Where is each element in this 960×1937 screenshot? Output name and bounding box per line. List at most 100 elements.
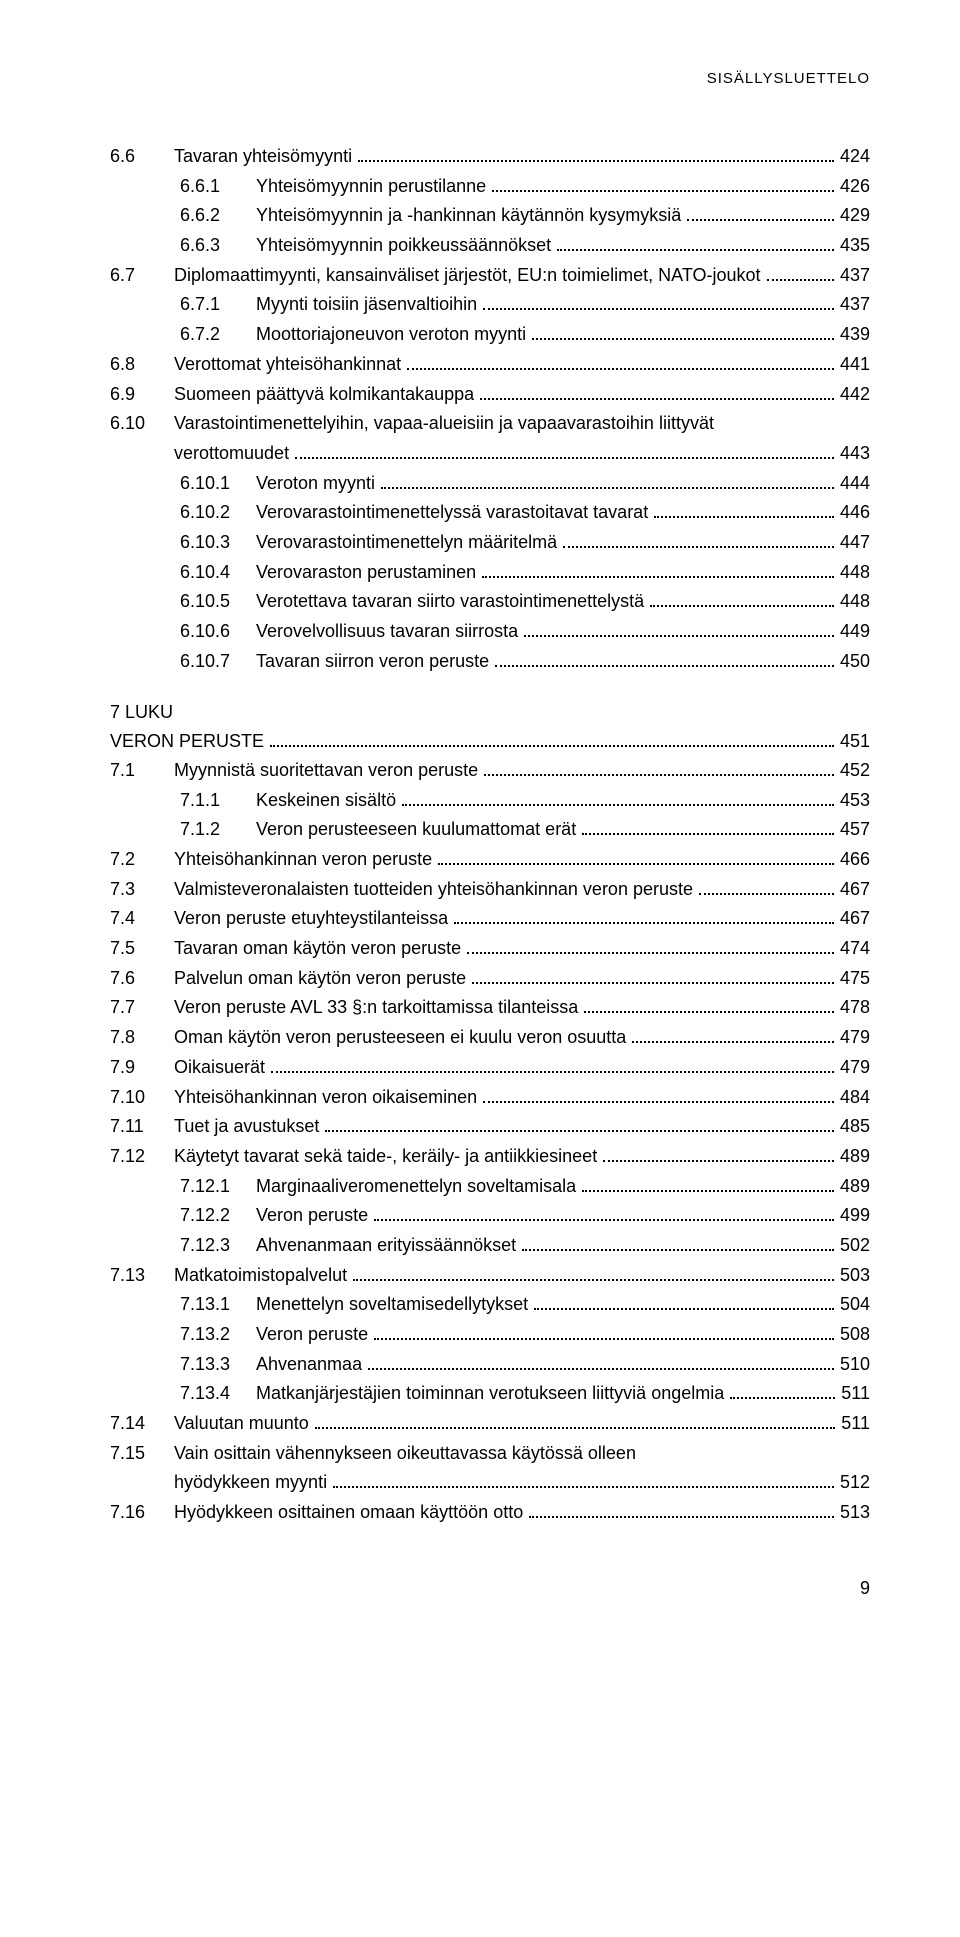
- toc-page-number: 444: [840, 469, 870, 499]
- toc-number: 7.7: [110, 993, 174, 1023]
- toc-number: 6.10.5: [180, 587, 256, 617]
- toc-entry: 7.1.1Keskeinen sisältö453: [110, 786, 870, 816]
- leader: [482, 559, 834, 577]
- toc-page-number: 447: [840, 528, 870, 558]
- toc-entry: 6.7.2Moottoriajoneuvon veroton myynti439: [110, 320, 870, 350]
- toc-entry: 7.13.4Matkanjärjestäjien toiminnan verot…: [110, 1379, 870, 1409]
- toc-title: Marginaaliveromenettelyn soveltamisala: [256, 1172, 576, 1202]
- toc-title: Tuet ja avustukset: [174, 1112, 319, 1142]
- leader: [699, 877, 834, 895]
- toc-number: 6.7.1: [180, 290, 256, 320]
- leader: [522, 1233, 834, 1251]
- toc-page-number: 513: [840, 1498, 870, 1528]
- toc-entry: 7.7Veron peruste AVL 33 §:n tarkoittamis…: [110, 993, 870, 1023]
- toc-title: Vain osittain vähennykseen oikeuttavassa…: [174, 1439, 636, 1469]
- toc-page-number: 502: [840, 1231, 870, 1261]
- toc-page-number: 511: [841, 1409, 870, 1439]
- toc-entry: 7.13.3Ahvenanmaa510: [110, 1350, 870, 1380]
- toc-page-number: 474: [840, 934, 870, 964]
- toc-page-number: 446: [840, 498, 870, 528]
- toc-title: Moottoriajoneuvon veroton myynti: [256, 320, 526, 350]
- toc-number: 6.6.1: [180, 172, 256, 202]
- toc-entry: 7.16Hyödykkeen osittainen omaan käyttöön…: [110, 1498, 870, 1528]
- toc-page-number: 504: [840, 1290, 870, 1320]
- toc-page-number: 467: [840, 904, 870, 934]
- toc-page-number: 452: [840, 756, 870, 786]
- toc-entry: 7.13.1Menettelyn soveltamisedellytykset 5…: [110, 1290, 870, 1320]
- toc-title: Yhteisömyynnin perustilanne: [256, 172, 486, 202]
- leader: [381, 470, 834, 488]
- toc-entry: 6.7Diplomaattimyynti, kansainväliset jär…: [110, 261, 870, 291]
- leader: [467, 936, 834, 954]
- toc-number: 7.13.3: [180, 1350, 256, 1380]
- leader: [603, 1144, 834, 1162]
- leader: [295, 441, 834, 459]
- toc-page-number: 437: [840, 261, 870, 291]
- toc-title: Verovaraston perustaminen: [256, 558, 476, 588]
- toc-entry: 7.14Valuutan muunto 511: [110, 1409, 870, 1439]
- toc-entry: 7.8Oman käytön veron perusteeseen ei kuu…: [110, 1023, 870, 1053]
- toc-title: Veron peruste: [256, 1201, 368, 1231]
- toc-title: Oikaisuerät: [174, 1053, 265, 1083]
- toc-entry: 7.6Palvelun oman käytön veron peruste 475: [110, 964, 870, 994]
- leader: [454, 906, 834, 924]
- toc-number: 7.5: [110, 934, 174, 964]
- leader: [492, 174, 834, 192]
- toc-title: Yhteisöhankinnan veron peruste: [174, 845, 432, 875]
- leader: [438, 847, 834, 865]
- toc-section-1: 6.6Tavaran yhteisömyynti4246.6.1Yhteisöm…: [110, 142, 870, 676]
- toc-number: 7.12.2: [180, 1201, 256, 1231]
- leader: [483, 292, 834, 310]
- toc-number: 7.13.2: [180, 1320, 256, 1350]
- toc-title: Valuutan muunto: [174, 1409, 309, 1439]
- toc-entry: 6.8Verottomat yhteisöhankinnat441: [110, 350, 870, 380]
- toc-title: Tavaran siirron veron peruste: [256, 647, 489, 677]
- toc-entry: 7.4Veron peruste etuyhteystilanteissa467: [110, 904, 870, 934]
- toc-title: Myynnistä suoritettavan veron peruste: [174, 756, 478, 786]
- toc-entry: 6.10Varastointimenettelyihin, vapaa-alue…: [110, 409, 870, 468]
- leader: [529, 1500, 834, 1518]
- toc-number: 7.8: [110, 1023, 174, 1053]
- toc-title: hyödykkeen myynti: [174, 1468, 327, 1498]
- toc-entry: 7.1Myynnistä suoritettavan veron peruste…: [110, 756, 870, 786]
- toc-page-number: 443: [840, 439, 870, 469]
- toc-title: Veroton myynti: [256, 469, 375, 499]
- toc-entry: 6.7.1Myynti toisiin jäsenvaltioihin437: [110, 290, 870, 320]
- toc-number: 6.10.7: [180, 647, 256, 677]
- toc-page-number: 457: [840, 815, 870, 845]
- toc-entry: 7.15Vain osittain vähennykseen oikeuttav…: [110, 1439, 870, 1498]
- toc-title: Myynti toisiin jäsenvaltioihin: [256, 290, 477, 320]
- toc-page-number: 429: [840, 201, 870, 231]
- toc-entry: 7.12.3Ahvenanmaan erityissäännökset502: [110, 1231, 870, 1261]
- toc-entry: 7.12Käytetyt tavarat sekä taide-, keräil…: [110, 1142, 870, 1172]
- toc-title: Menettelyn soveltamisedellytykset: [256, 1290, 528, 1320]
- toc-number: 6.8: [110, 350, 174, 380]
- toc-page-number: 467: [840, 875, 870, 905]
- toc-number: 7.13.1: [180, 1290, 256, 1320]
- toc-number: 7.14: [110, 1409, 174, 1439]
- toc-number: 6.6.2: [180, 201, 256, 231]
- toc-page-number: 489: [840, 1172, 870, 1202]
- toc-entry: 7.13.2Veron peruste508: [110, 1320, 870, 1350]
- toc-number: 7.6: [110, 964, 174, 994]
- toc-title: Varastointimenettelyihin, vapaa-alueisii…: [174, 409, 714, 439]
- leader: [730, 1381, 835, 1399]
- toc-page-number: 424: [840, 142, 870, 172]
- toc-page-number: 478: [840, 993, 870, 1023]
- leader: [353, 1262, 834, 1280]
- toc-title: Palvelun oman käytön veron peruste: [174, 964, 466, 994]
- toc-title: Veron peruste: [256, 1320, 368, 1350]
- toc-number: 6.10.2: [180, 498, 256, 528]
- toc-number: 6.10.1: [180, 469, 256, 499]
- leader: [532, 322, 834, 340]
- toc-entry: 6.6.2Yhteisömyynnin ja -hankinnan käytän…: [110, 201, 870, 231]
- toc-page-number: 448: [840, 558, 870, 588]
- toc-number: 7.12.1: [180, 1172, 256, 1202]
- leader: [358, 144, 834, 162]
- toc-page-number: 450: [840, 647, 870, 677]
- leader: [687, 203, 834, 221]
- toc-entry: 6.10.4Verovaraston perustaminen448: [110, 558, 870, 588]
- toc-title: Verovarastointimenettelyssä varastoitava…: [256, 498, 648, 528]
- toc-page-number: 475: [840, 964, 870, 994]
- toc-number: 7.3: [110, 875, 174, 905]
